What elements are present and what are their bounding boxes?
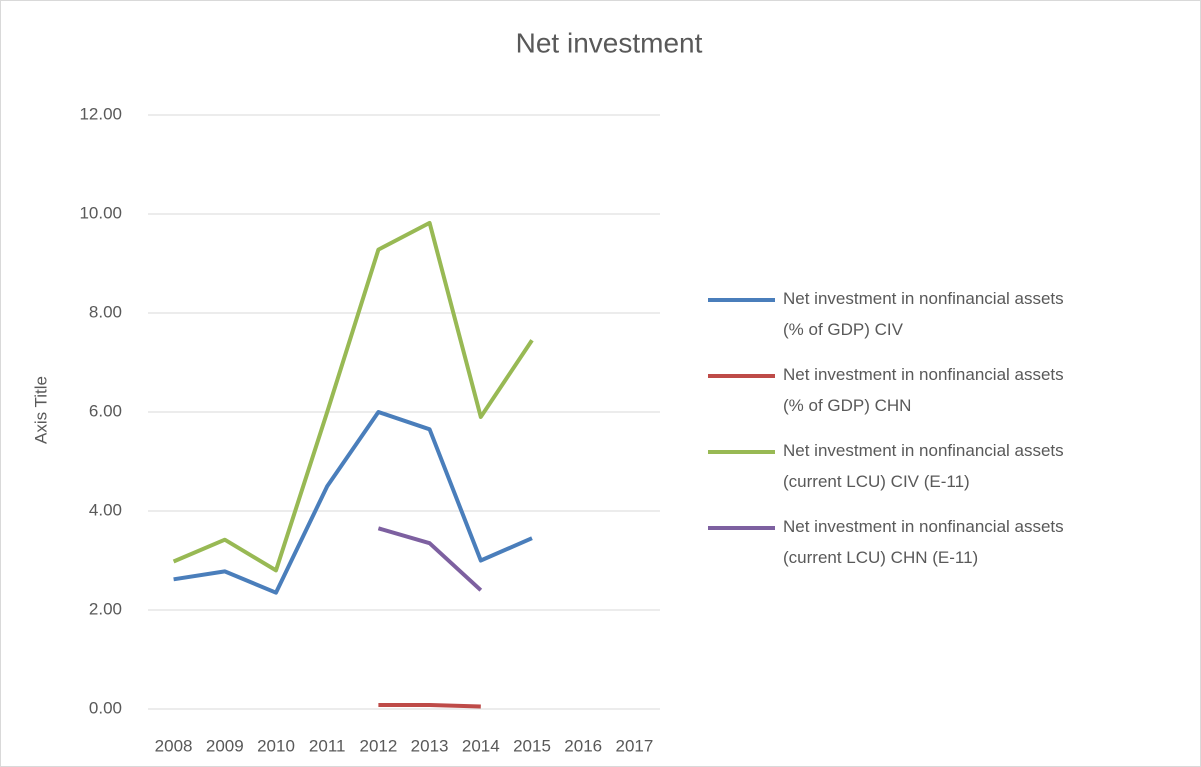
x-tick-label: 2009 [206, 736, 244, 755]
x-tick-label: 2008 [155, 736, 193, 755]
x-tick-label: 2010 [257, 736, 295, 755]
y-tick-label: 4.00 [89, 500, 122, 519]
series-line [377, 526, 483, 592]
x-tick-label: 2014 [462, 736, 500, 755]
series-line [173, 410, 533, 595]
legend-label: Net investment in nonfinancial assets (%… [783, 289, 1068, 339]
chart-title: Net investment [516, 27, 703, 58]
y-tick-label: 2.00 [89, 599, 122, 618]
legend-label: Net investment in nonfinancial assets (c… [783, 441, 1068, 491]
y-tick-label: 6.00 [89, 401, 122, 420]
series-line [378, 703, 481, 709]
y-axis-title: Axis Title [31, 376, 50, 444]
x-tick-label: 2012 [359, 736, 397, 755]
x-tick-label: 2011 [309, 736, 346, 755]
x-tick-label: 2016 [564, 736, 602, 755]
legend-label: Net investment in nonfinancial assets (c… [783, 517, 1068, 567]
legend-label: Net investment in nonfinancial assets (%… [783, 365, 1068, 415]
y-tick-label: 12.00 [79, 104, 122, 123]
y-tick-label: 10.00 [79, 203, 122, 222]
y-tick-label: 0.00 [89, 698, 122, 717]
x-tick-label: 2015 [513, 736, 551, 755]
x-tick-label: 2017 [615, 736, 653, 755]
x-tick-label: 2013 [411, 736, 449, 755]
y-tick-label: 8.00 [89, 302, 122, 321]
series-line [172, 220, 534, 573]
